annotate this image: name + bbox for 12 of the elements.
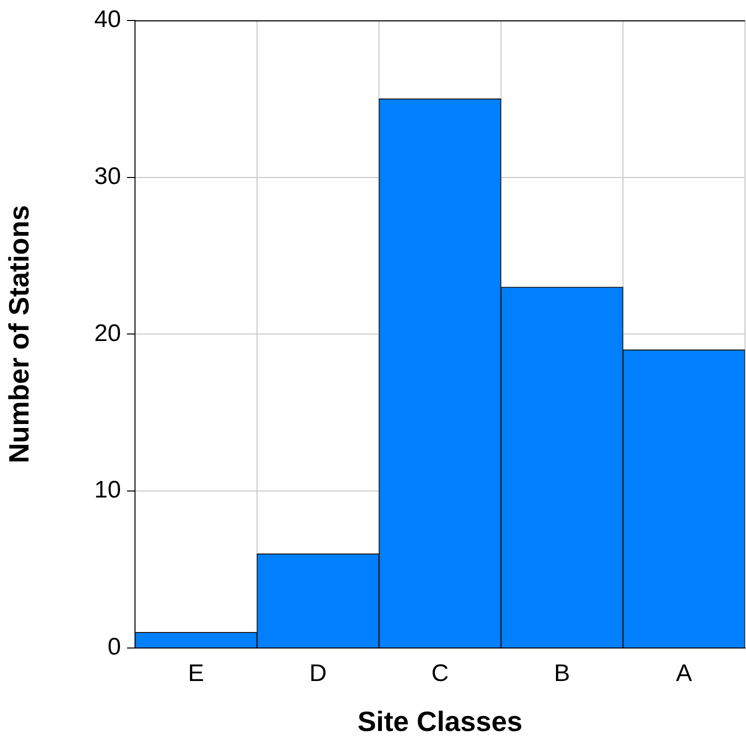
x-tick-label: D xyxy=(309,660,327,688)
y-tick-label: 0 xyxy=(108,634,121,661)
x-tick-label: B xyxy=(554,660,570,688)
x-tick-label: C xyxy=(431,660,449,688)
y-tick-label: 20 xyxy=(94,320,121,347)
y-tick-label: 30 xyxy=(94,162,121,190)
y-tick-label: 10 xyxy=(94,476,121,504)
x-tick-label: A xyxy=(676,660,692,688)
x-axis-title: Site Classes xyxy=(358,706,522,737)
x-tick-label: E xyxy=(188,660,204,688)
y-tick-label: 40 xyxy=(94,6,121,34)
y-axis-title: Number of Stations xyxy=(4,205,35,464)
